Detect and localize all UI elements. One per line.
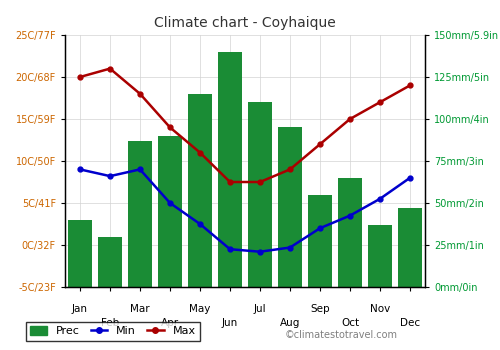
Legend: Prec, Min, Max: Prec, Min, Max — [26, 322, 200, 341]
Bar — [398, 208, 422, 287]
Bar — [128, 141, 152, 287]
Text: ©climatestotravel.com: ©climatestotravel.com — [285, 329, 398, 340]
Text: Mar: Mar — [130, 304, 150, 314]
Text: Jan: Jan — [72, 304, 88, 314]
Text: Jun: Jun — [222, 317, 238, 328]
Text: Jul: Jul — [254, 304, 266, 314]
Text: Apr: Apr — [161, 317, 179, 328]
Bar — [68, 220, 92, 287]
Bar — [368, 225, 392, 287]
Bar — [278, 127, 302, 287]
Text: Oct: Oct — [341, 317, 359, 328]
Bar — [308, 195, 332, 287]
Text: Aug: Aug — [280, 317, 300, 328]
Text: Sep: Sep — [310, 304, 330, 314]
Bar — [158, 136, 182, 287]
Text: Dec: Dec — [400, 317, 420, 328]
Text: Nov: Nov — [370, 304, 390, 314]
Bar — [218, 52, 242, 287]
Bar — [248, 102, 272, 287]
Bar — [188, 94, 212, 287]
Bar — [98, 237, 122, 287]
Text: Feb: Feb — [101, 317, 119, 328]
Title: Climate chart - Coyhaique: Climate chart - Coyhaique — [154, 16, 336, 30]
Text: May: May — [190, 304, 210, 314]
Bar — [338, 178, 362, 287]
